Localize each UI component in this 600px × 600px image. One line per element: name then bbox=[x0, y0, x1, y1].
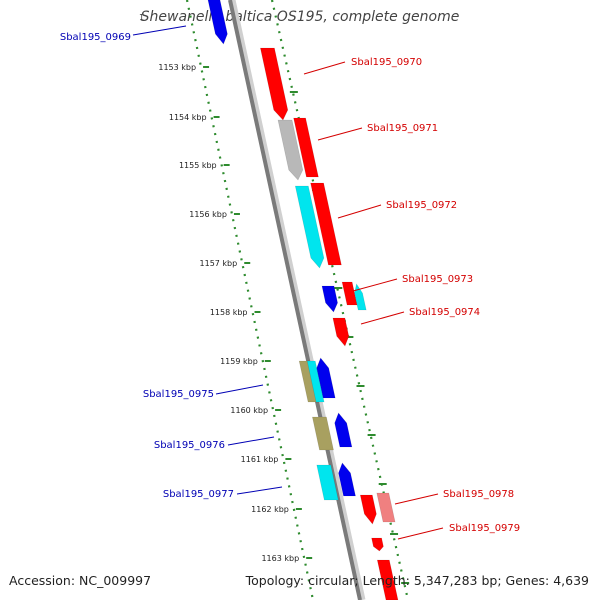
tick-label: 1161 kbp bbox=[241, 455, 279, 464]
tick-layer: 1153 kbp 1154 kbp 1155 kbp 1156 kbp 1157 kbp… bbox=[158, 63, 410, 584]
feature-layer bbox=[207, 0, 399, 600]
gene-label[interactable]: Sbal195_0976 bbox=[154, 440, 225, 451]
gene-feature-cyan[interactable] bbox=[306, 360, 325, 403]
gene-feature-red[interactable] bbox=[293, 117, 319, 178]
gene-label-leader bbox=[236, 486, 283, 495]
gene-label[interactable]: Sbal195_0977 bbox=[163, 489, 234, 500]
gene-feature-blue[interactable] bbox=[321, 285, 338, 313]
gene-label[interactable]: Sbal195_0973 bbox=[402, 274, 473, 285]
tick-label: 1162 kbp bbox=[251, 505, 289, 514]
gene-feature-grey[interactable] bbox=[277, 119, 304, 181]
tick-label: 1160 kbp bbox=[230, 406, 268, 415]
tick-label: 1156 kbp bbox=[189, 210, 227, 219]
gene-label-leader bbox=[227, 436, 275, 446]
tick-label: 1157 kbp bbox=[200, 259, 238, 268]
gene-label-leader bbox=[317, 127, 363, 141]
gene-feature-red[interactable] bbox=[341, 281, 358, 306]
gene-feature-olive[interactable] bbox=[312, 416, 334, 451]
gene-label-leader bbox=[394, 493, 439, 505]
tick-label: 1154 kbp bbox=[169, 113, 207, 122]
gene-label-leader bbox=[352, 278, 398, 292]
gene-label-leader bbox=[397, 527, 444, 540]
gene-feature-pink[interactable] bbox=[376, 492, 396, 523]
gene-feature-blue[interactable] bbox=[316, 357, 336, 399]
tick-label: 1153 kbp bbox=[158, 63, 196, 72]
gene-label[interactable]: Sbal195_0978 bbox=[443, 489, 514, 500]
gene-label[interactable]: Sbal195_0975 bbox=[143, 389, 214, 400]
gene-feature-red[interactable] bbox=[359, 494, 377, 525]
gene-feature-red[interactable] bbox=[376, 559, 399, 600]
gene-feature-cyan[interactable] bbox=[316, 464, 339, 501]
genome-stats-text: Topology: circular; Length: 5,347,283 bp… bbox=[245, 573, 589, 588]
accession-text: Accession: NC_009997 bbox=[9, 573, 152, 588]
tick-label: 1159 kbp bbox=[220, 357, 258, 366]
gene-feature-cyan[interactable] bbox=[294, 185, 325, 269]
tick-label: 1163 kbp bbox=[261, 554, 299, 563]
gene-feature-blue[interactable] bbox=[207, 0, 228, 45]
gene-feature-red[interactable] bbox=[260, 47, 289, 121]
gene-label-leader bbox=[215, 384, 264, 395]
gene-feature-red[interactable] bbox=[310, 182, 342, 266]
gene-label[interactable]: Sbal195_0971 bbox=[367, 123, 438, 134]
gene-label[interactable]: Sbal195_0979 bbox=[449, 523, 520, 534]
gene-label[interactable]: Sbal195_0970 bbox=[351, 57, 422, 68]
gene-feature-red[interactable] bbox=[371, 537, 384, 552]
gene-label[interactable]: Sbal195_0972 bbox=[386, 200, 457, 211]
gene-feature-blue[interactable] bbox=[334, 412, 353, 448]
gene-label-leader bbox=[337, 204, 382, 219]
gene-feature-cyan[interactable] bbox=[354, 283, 367, 311]
tick-label: 1158 kbp bbox=[210, 308, 248, 317]
genome-backbone bbox=[228, 0, 362, 600]
tick-label: 1155 kbp bbox=[179, 161, 217, 170]
gene-label-layer: Sbal195_0969 Sbal195_0970 Sbal195_0971 Sbal… bbox=[60, 25, 520, 540]
gene-label-leader bbox=[303, 61, 346, 75]
gene-label[interactable]: Sbal195_0969 bbox=[60, 32, 131, 43]
gene-label-leader bbox=[132, 25, 187, 36]
title-tick-mark: 1 bbox=[139, 13, 145, 22]
gene-label-leader bbox=[360, 311, 405, 325]
gene-label[interactable]: Sbal195_0974 bbox=[409, 307, 480, 318]
gene-feature-blue[interactable] bbox=[338, 462, 356, 497]
gene-feature-red[interactable] bbox=[332, 317, 350, 347]
